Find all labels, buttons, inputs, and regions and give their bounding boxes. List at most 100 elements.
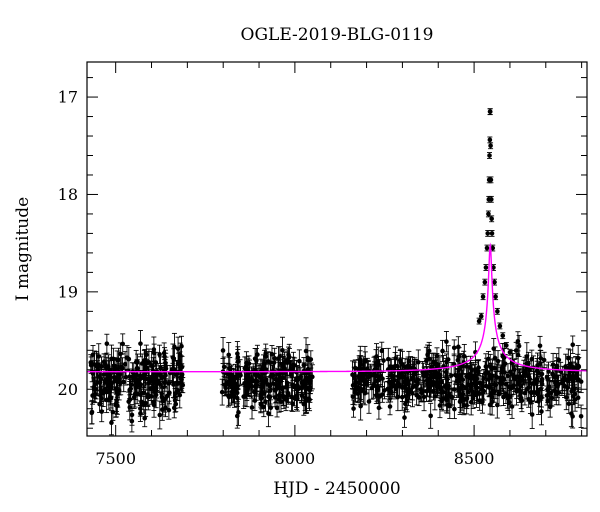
marker xyxy=(138,411,143,416)
marker xyxy=(263,351,268,356)
marker xyxy=(536,399,541,404)
marker xyxy=(499,381,505,386)
marker xyxy=(305,366,311,372)
data-point xyxy=(369,376,375,400)
marker xyxy=(563,395,569,400)
marker xyxy=(171,382,176,387)
data-point xyxy=(226,342,232,368)
marker xyxy=(479,386,485,392)
marker xyxy=(456,344,461,350)
marker xyxy=(556,381,561,387)
data-point xyxy=(276,346,282,371)
data-point xyxy=(98,356,104,377)
marker xyxy=(142,415,148,421)
marker xyxy=(529,356,535,362)
data-point xyxy=(451,399,457,420)
marker xyxy=(99,364,104,369)
marker xyxy=(380,392,385,397)
data-point xyxy=(90,386,96,405)
chart-title: OGLE-2019-BLG-0119 xyxy=(241,25,434,45)
data-point xyxy=(126,347,132,372)
marker xyxy=(175,388,181,394)
marker xyxy=(509,404,515,409)
marker xyxy=(393,356,398,361)
marker xyxy=(127,405,133,410)
data-point xyxy=(104,333,110,354)
marker xyxy=(522,390,528,396)
data-point xyxy=(374,377,380,396)
data-point xyxy=(235,398,241,426)
marker xyxy=(284,358,290,364)
marker xyxy=(92,382,98,387)
marker xyxy=(578,413,584,419)
data-point xyxy=(89,399,95,425)
marker xyxy=(545,386,550,392)
data-point xyxy=(420,379,426,403)
marker xyxy=(220,348,226,353)
data-point xyxy=(245,374,251,396)
data-point xyxy=(265,376,271,393)
data-point xyxy=(142,349,148,372)
data-point xyxy=(492,346,498,370)
marker xyxy=(379,348,385,354)
marker xyxy=(544,374,550,380)
data-point xyxy=(440,339,446,362)
marker xyxy=(513,374,519,380)
data-point xyxy=(171,348,177,370)
marker xyxy=(177,392,183,398)
marker xyxy=(252,383,258,389)
marker xyxy=(90,352,96,357)
data-point xyxy=(404,371,410,396)
data-point xyxy=(282,357,288,380)
marker xyxy=(106,364,111,369)
marker xyxy=(445,402,451,408)
marker xyxy=(112,379,117,384)
data-point xyxy=(393,346,399,371)
marker xyxy=(149,374,155,379)
marker xyxy=(157,381,163,387)
data-point xyxy=(161,342,167,364)
data-point xyxy=(141,395,147,414)
marker xyxy=(406,358,412,364)
marker xyxy=(259,378,265,383)
marker xyxy=(142,357,148,363)
data-point xyxy=(127,394,133,421)
data-point xyxy=(277,372,283,395)
data-point xyxy=(399,350,405,378)
data-point xyxy=(351,399,357,418)
marker xyxy=(539,371,545,377)
data-point xyxy=(219,378,225,406)
marker xyxy=(556,357,562,363)
data-point xyxy=(500,388,506,407)
marker xyxy=(175,346,181,352)
marker xyxy=(249,405,255,410)
marker xyxy=(273,388,278,393)
marker xyxy=(284,380,290,386)
marker xyxy=(516,380,522,386)
marker xyxy=(376,361,381,367)
data-point xyxy=(516,335,522,358)
data-point xyxy=(539,387,545,408)
data-point xyxy=(166,400,172,420)
data-point xyxy=(405,380,411,407)
data-point xyxy=(137,404,143,422)
marker xyxy=(109,420,114,426)
marker xyxy=(228,374,234,380)
marker xyxy=(146,376,151,381)
marker xyxy=(296,386,301,392)
data-point xyxy=(576,367,582,393)
marker xyxy=(131,394,137,400)
data-point xyxy=(352,359,358,377)
data-point xyxy=(284,351,290,371)
marker xyxy=(363,358,368,364)
marker xyxy=(161,350,167,356)
marker xyxy=(483,364,489,369)
data-point xyxy=(308,350,314,369)
data-point xyxy=(283,388,289,412)
marker xyxy=(280,347,285,353)
data-point xyxy=(288,382,294,412)
marker xyxy=(410,391,415,396)
data-point xyxy=(428,402,434,429)
marker xyxy=(219,389,225,395)
